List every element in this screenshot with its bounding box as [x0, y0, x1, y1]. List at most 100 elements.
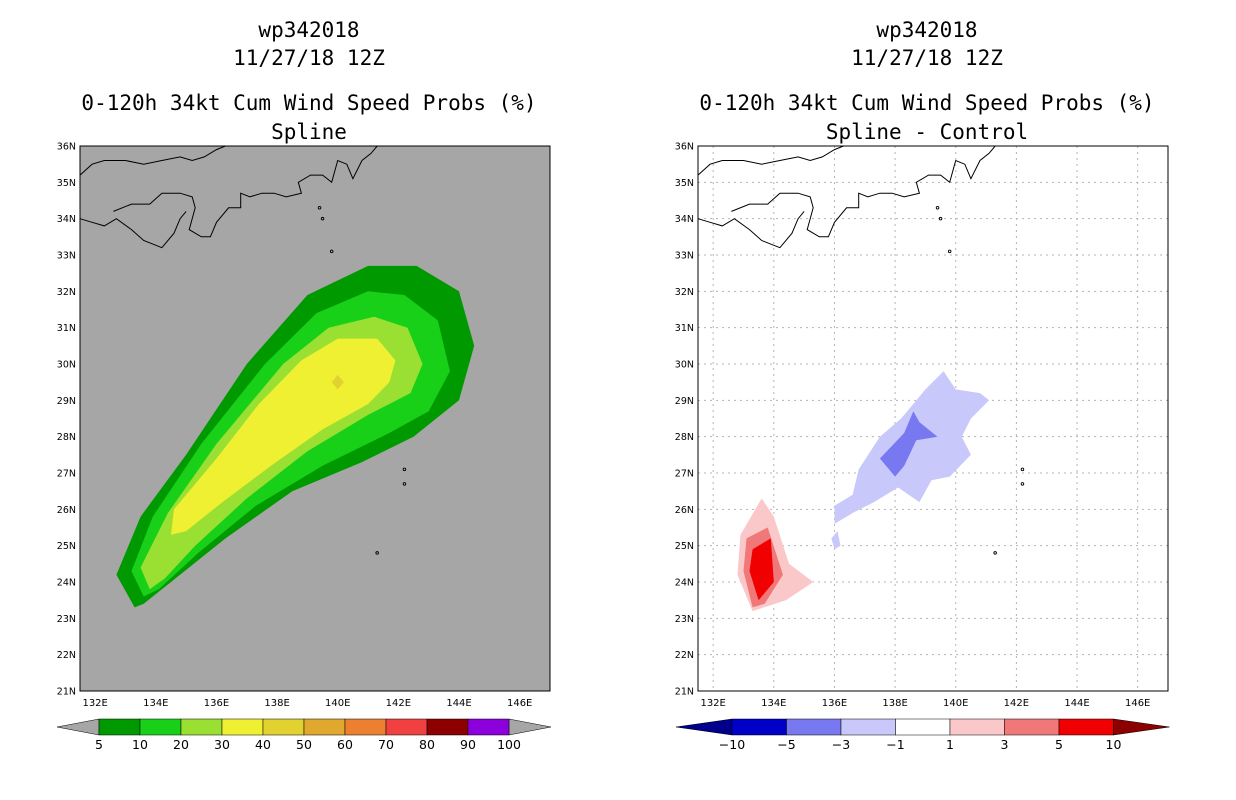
colorbar-label: 20 — [173, 737, 189, 752]
y-tick-label: 35N — [57, 178, 76, 189]
y-tick-label: 30N — [675, 360, 694, 371]
spline-panel: wp342018 11/27/18 12Z 0-120h 34kt Cum Wi… — [56, 18, 552, 752]
colorbar-label: 90 — [460, 737, 476, 752]
x-tick-label: 144E — [1064, 698, 1089, 709]
datetime: 11/27/18 12Z — [233, 46, 385, 70]
colorbar-label: −5 — [777, 737, 795, 752]
y-tick-label: 28N — [675, 432, 694, 443]
chart-title: 0-120h 34kt Cum Wind Speed Probs (%) — [81, 91, 537, 115]
chart-subtitle: Spline — [271, 120, 347, 144]
island — [317, 206, 322, 210]
x-tick-label: 136E — [204, 698, 229, 709]
colorbar-swatch — [949, 718, 1005, 736]
chart-title: 0-120h 34kt Cum Wind Speed Probs (%) — [699, 91, 1155, 115]
y-tick-label: 32N — [675, 287, 694, 298]
colorbar-right-triangle — [1113, 718, 1170, 736]
colorbar-label: −1 — [886, 737, 904, 752]
colorbar-swatch — [1004, 718, 1060, 736]
contour-30-40 — [171, 338, 396, 535]
island — [1020, 482, 1025, 486]
y-tick-label: 26N — [57, 505, 76, 516]
colorbar-label: 100 — [497, 737, 521, 752]
y-tick-label: 21N — [675, 687, 694, 698]
colorbar-left-triangle — [56, 718, 100, 736]
y-tick-label: 35N — [675, 178, 694, 189]
colorbar-swatch — [385, 718, 428, 736]
island — [993, 551, 997, 555]
colorbar-swatch — [426, 718, 469, 736]
storm-id: wp342018 — [876, 18, 978, 42]
y-tick-label: 26N — [675, 505, 694, 516]
colorbar-swatch — [262, 718, 305, 736]
x-tick-label: 138E — [882, 698, 907, 709]
colorbar-label: 3 — [1001, 737, 1009, 752]
island — [375, 551, 379, 555]
colorbar-label: 40 — [255, 737, 271, 752]
colorbar-label: −3 — [832, 737, 850, 752]
x-tick-label: 140E — [325, 698, 350, 709]
island — [1020, 467, 1025, 472]
storm-id: wp342018 — [258, 18, 360, 42]
contour--5to-3 — [879, 411, 938, 477]
x-tick-label: 146E — [507, 698, 532, 709]
y-tick-label: 21N — [57, 687, 76, 698]
x-tick-label: 134E — [143, 698, 168, 709]
x-tick-label: 144E — [446, 698, 471, 709]
island — [402, 467, 407, 472]
y-tick-label: 29N — [675, 396, 694, 407]
colorbar-label: 60 — [337, 737, 353, 752]
y-tick-label: 25N — [57, 541, 76, 552]
colorbar-label: 30 — [214, 737, 230, 752]
y-tick-label: 33N — [57, 251, 76, 262]
y-tick-label: 30N — [57, 360, 76, 371]
y-tick-label: 34N — [675, 214, 694, 225]
coastline — [731, 145, 996, 238]
colorbar-swatch — [731, 718, 787, 736]
coastline — [697, 211, 805, 249]
coastline — [79, 145, 226, 176]
datetime: 11/27/18 12Z — [851, 46, 1003, 70]
y-tick-label: 29N — [57, 396, 76, 407]
colorbar-label: 10 — [132, 737, 148, 752]
colorbar-swatch — [467, 718, 510, 736]
x-tick-label: 142E — [386, 698, 411, 709]
chart-subtitle: Spline - Control — [825, 120, 1029, 144]
colorbar-right-triangle — [508, 718, 552, 736]
y-tick-label: 36N — [675, 142, 694, 153]
colorbar-label: 50 — [296, 737, 312, 752]
y-tick-label: 23N — [675, 614, 694, 625]
colorbar-left-triangle — [675, 718, 733, 736]
colorbar-label: 5 — [1055, 737, 1063, 752]
y-tick-label: 24N — [675, 578, 694, 589]
colorbar-swatch — [98, 718, 141, 736]
colorbar-swatch — [1058, 718, 1114, 736]
plot-frame — [697, 145, 1169, 692]
contour-5to10 — [749, 538, 774, 601]
coastline — [79, 211, 187, 249]
y-tick-label: 27N — [675, 469, 694, 480]
colorbar-label: 1 — [946, 737, 954, 752]
y-tick-label: 25N — [675, 541, 694, 552]
y-tick-label: 24N — [57, 578, 76, 589]
x-tick-label: 142E — [1004, 698, 1029, 709]
colorbar-label: 10 — [1106, 737, 1122, 752]
island — [935, 206, 940, 210]
spline-control-panel: wp342018 11/27/18 12Z 0-120h 34kt Cum Wi… — [618, 0, 1236, 800]
plot-frame — [79, 145, 551, 692]
coastline — [113, 145, 378, 238]
y-tick-label: 27N — [57, 469, 76, 480]
y-tick-label: 28N — [57, 432, 76, 443]
island — [947, 249, 952, 254]
y-tick-label: 32N — [57, 287, 76, 298]
y-tick-label: 34N — [57, 214, 76, 225]
island — [320, 216, 325, 221]
spline-map-chart: 132E 134E 136E 138E 140E 142E 144E 146E 21N 22N 23… — [56, 142, 552, 752]
spline-control-map-chart: 132E 134E 136E 138E 140E 142E 144E 146E 21N 22N 23… — [675, 142, 1170, 752]
y-tick-label: 36N — [57, 142, 76, 153]
y-tick-label: 33N — [675, 251, 694, 262]
island — [938, 216, 943, 221]
x-tick-label: 132E — [700, 698, 725, 709]
y-tick-label: 22N — [57, 650, 76, 661]
x-tick-label: 132E — [82, 698, 107, 709]
colorbar-label: −10 — [719, 737, 745, 752]
